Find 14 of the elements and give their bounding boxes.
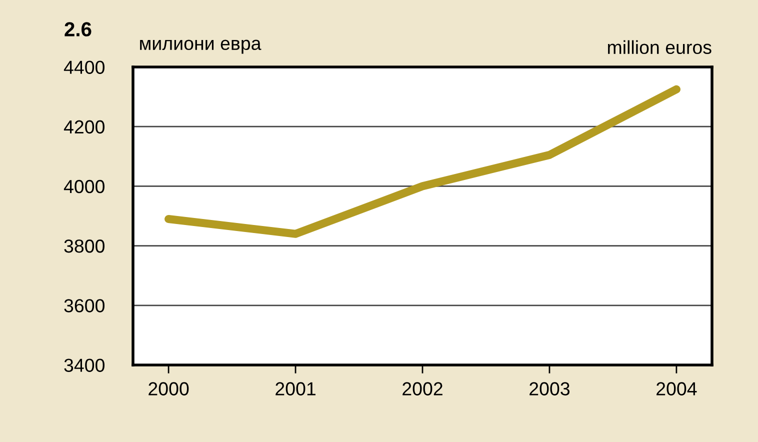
text: million euros: [608, 40, 712, 54]
x-tick-label: 2000: [148, 382, 189, 396]
y-tick-label: 3600: [64, 299, 104, 312]
y-tick-label: 4200: [64, 120, 104, 134]
x-tick-label: 2004: [656, 382, 697, 396]
chart-title: 2.6: [64, 22, 92, 36]
y-tick-label: 3800: [64, 240, 104, 253]
y-tick-label: 3400: [64, 358, 104, 372]
x-tick-label: 2003: [530, 382, 570, 396]
x-tick-label: 2001: [276, 382, 316, 396]
y-tick-label: 4400: [64, 60, 104, 74]
y-tick-label: 4000: [64, 180, 104, 194]
x-tick-label: 2002: [402, 382, 442, 396]
y-axis-title: милиони евра: [140, 40, 262, 54]
